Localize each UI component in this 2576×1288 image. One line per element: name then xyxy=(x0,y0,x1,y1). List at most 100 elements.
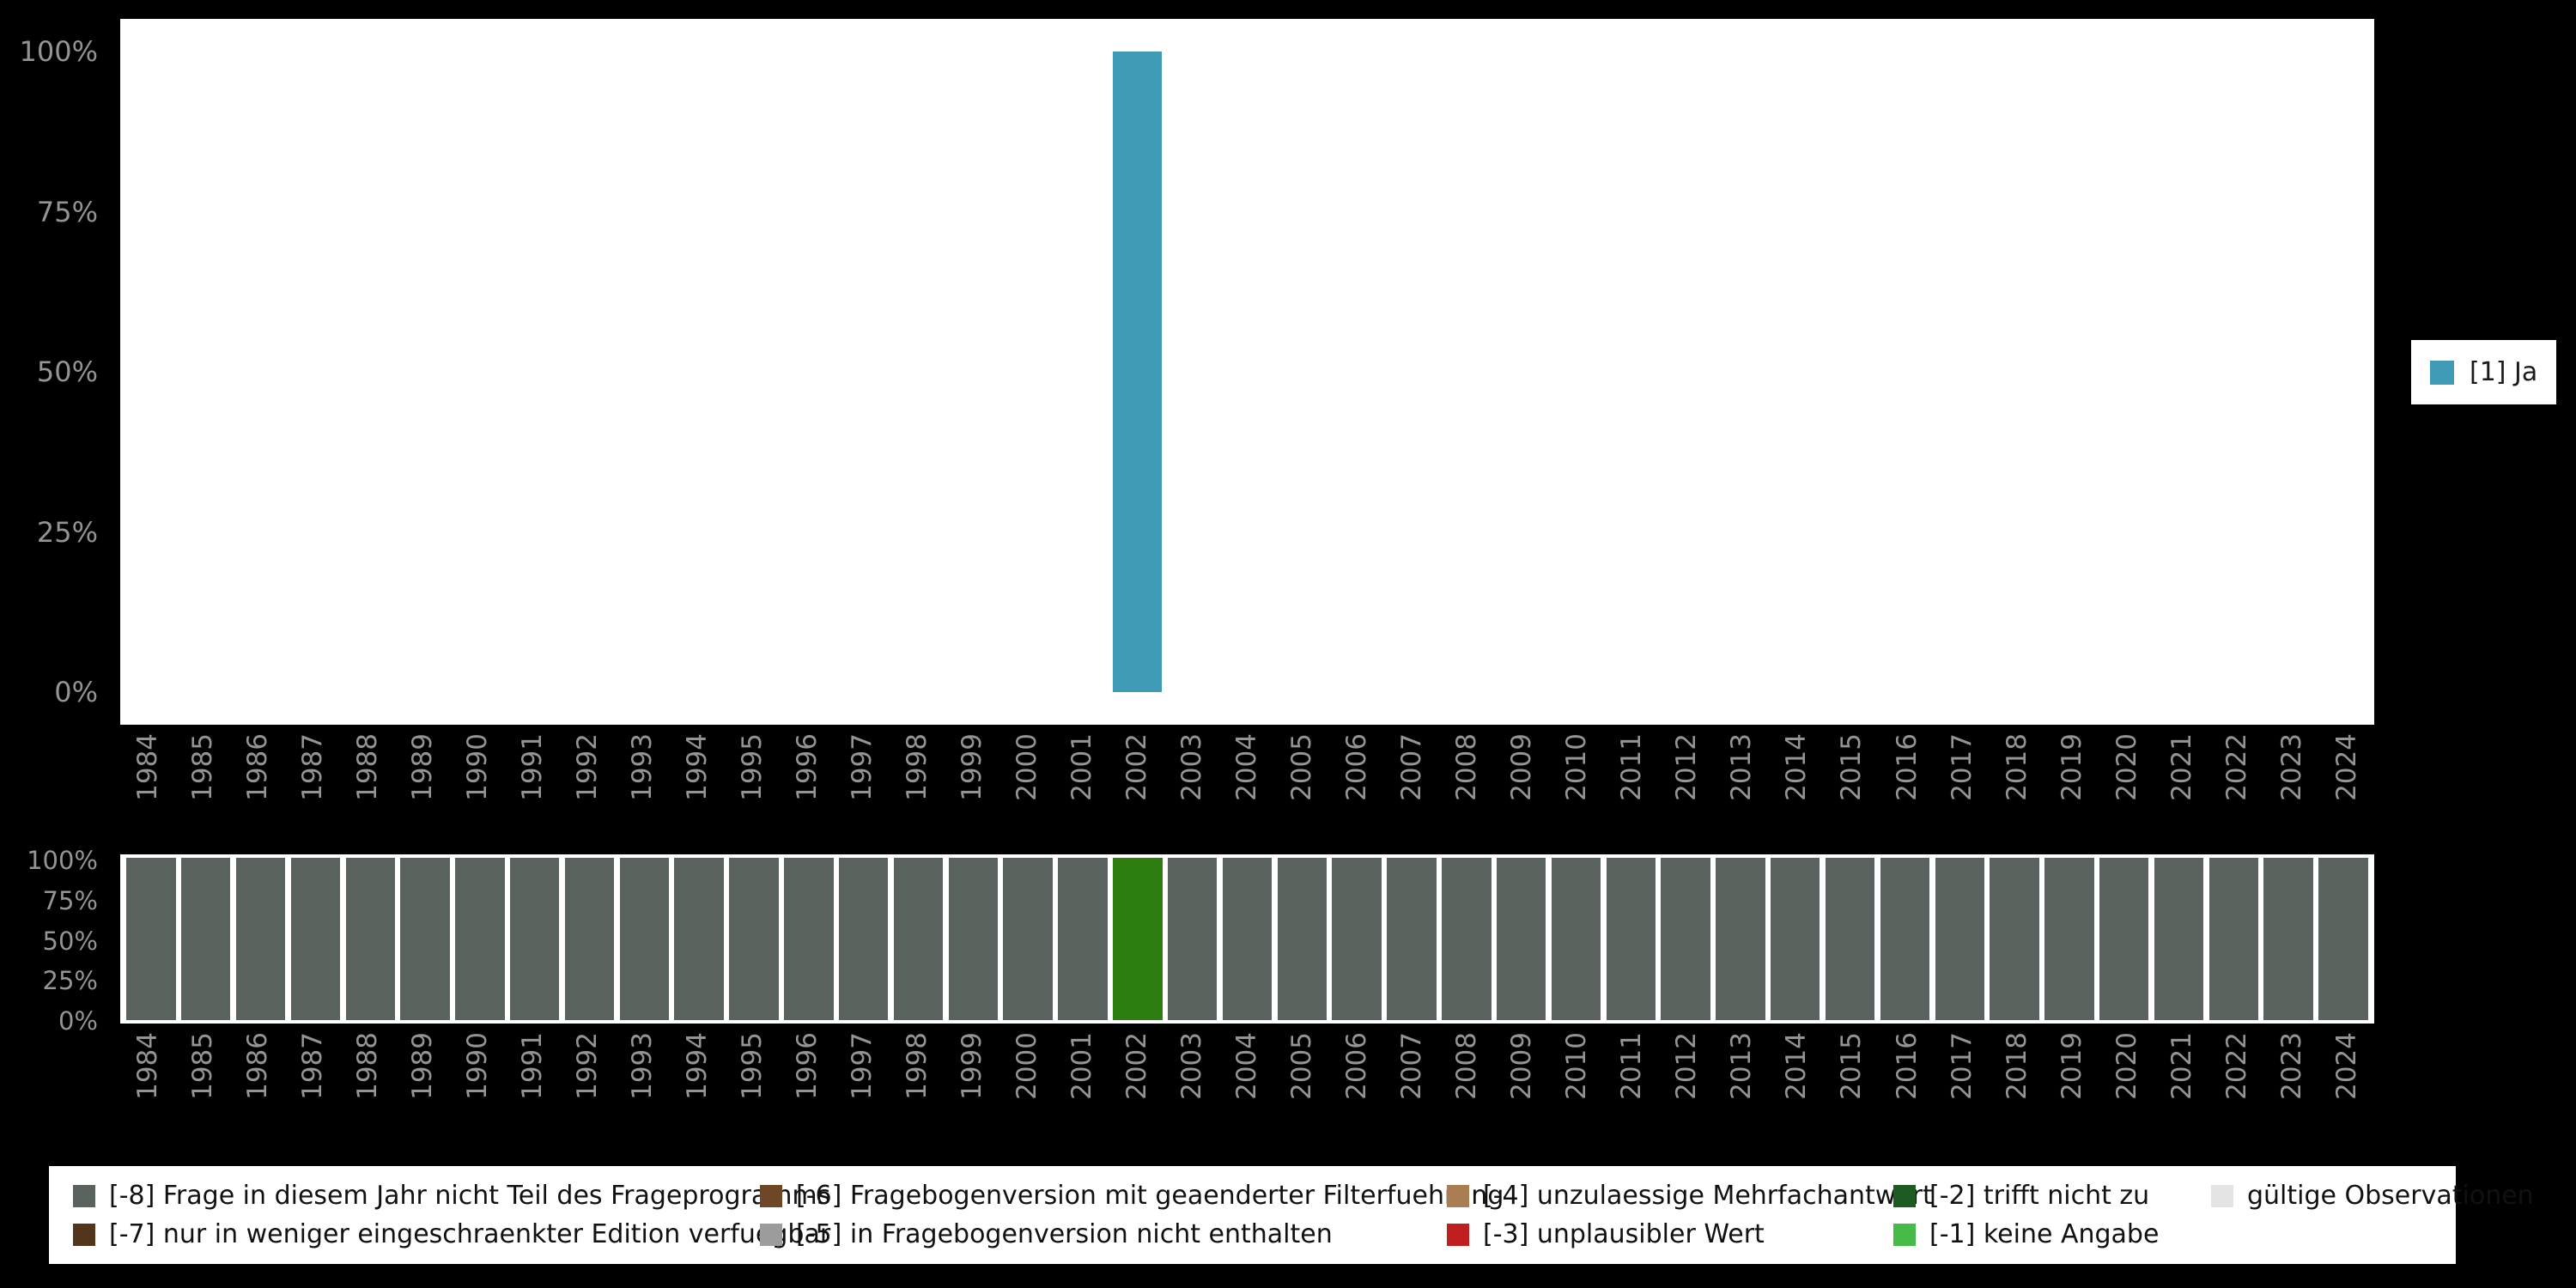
bar-slot-2007 xyxy=(1385,52,1440,692)
legend-label: [-1] keine Angabe xyxy=(1929,1219,2159,1249)
x-tick-slot: 1996 xyxy=(780,1032,835,1152)
missing-bar-slot-2007 xyxy=(1384,858,1439,1020)
x-tick-label-2015: 2015 xyxy=(1838,733,1865,801)
missing-bar-slot-1993 xyxy=(617,858,671,1020)
missing-bar-slot-2013 xyxy=(1713,858,1768,1020)
x-tick-slot: 1998 xyxy=(890,733,945,854)
top-chart-plot-area xyxy=(120,19,2374,725)
x-tick-slot: 2020 xyxy=(2099,733,2154,854)
missing-bar-slot-2008 xyxy=(1439,858,1494,1020)
x-tick-label-2018: 2018 xyxy=(2004,733,2031,801)
x-tick-slot: 1995 xyxy=(725,1032,780,1152)
x-tick-label-1993: 1993 xyxy=(629,733,656,801)
x-tick-label-1994: 1994 xyxy=(684,733,711,801)
bar-slot-2016 xyxy=(1880,52,1935,692)
x-tick-slot: 1988 xyxy=(340,733,395,854)
x-tick-slot: 2011 xyxy=(1605,1032,1660,1152)
x-tick-slot: 2015 xyxy=(1825,1032,1880,1152)
x-tick-slot: 1995 xyxy=(725,733,780,854)
x-tick-slot: 1997 xyxy=(835,733,890,854)
missing-bar-slot-2015 xyxy=(1823,858,1878,1020)
x-tick-label-2005: 2005 xyxy=(1289,733,1315,801)
bar-slot-2022 xyxy=(2209,52,2264,692)
x-tick-label-1992: 1992 xyxy=(574,733,601,801)
missing-bar-2011 xyxy=(1607,858,1656,1020)
x-tick-label-2022: 2022 xyxy=(2224,1032,2251,1100)
missing-bar-slot-2006 xyxy=(1329,858,1384,1020)
bar-slot-2000 xyxy=(1000,52,1055,692)
x-tick-slot: 1985 xyxy=(175,733,230,854)
bar-slot-1999 xyxy=(945,52,999,692)
x-tick-slot: 1989 xyxy=(395,1032,450,1152)
x-tick-slot: 1998 xyxy=(890,1032,945,1152)
x-tick-slot: 2009 xyxy=(1495,733,1550,854)
y-tick-label: 25% xyxy=(37,519,98,546)
missing-bar-slot-1987 xyxy=(288,858,343,1020)
x-tick-label-2008: 2008 xyxy=(1454,1032,1480,1100)
legend-label: [-6] Fragebogenversion mit geaenderter F… xyxy=(796,1181,1504,1211)
x-tick-label-2021: 2021 xyxy=(2169,733,2196,801)
missing-bar-slot-1997 xyxy=(836,858,891,1020)
bar-slot-2004 xyxy=(1220,52,1275,692)
missing-bar-2003 xyxy=(1168,858,1217,1020)
missing-bar-slot-2023 xyxy=(2261,858,2316,1020)
x-tick-slot: 2024 xyxy=(2319,733,2374,854)
x-tick-slot: 1993 xyxy=(615,1032,670,1152)
bar-slot-1985 xyxy=(175,52,230,692)
bar-slot-2024 xyxy=(2319,52,2374,692)
x-tick-slot: 1985 xyxy=(175,1032,230,1152)
x-tick-label-2022: 2022 xyxy=(2224,733,2251,801)
legend-swatch xyxy=(73,1185,95,1207)
legend-swatch xyxy=(1893,1185,1916,1207)
bar-slot-2009 xyxy=(1495,52,1550,692)
x-tick-label-2007: 2007 xyxy=(1399,1032,1425,1100)
x-tick-label-2018: 2018 xyxy=(2004,1032,2031,1100)
x-tick-slot: 1987 xyxy=(285,1032,340,1152)
missing-bar-2018 xyxy=(1990,858,2038,1020)
x-tick-slot: 1986 xyxy=(230,1032,285,1152)
bar-slot-2006 xyxy=(1330,52,1385,692)
x-tick-label-1999: 1999 xyxy=(959,733,986,801)
missing-bar-slot-1986 xyxy=(234,858,289,1020)
x-tick-slot: 2009 xyxy=(1495,1032,1550,1152)
missing-bar-slot-1994 xyxy=(671,858,726,1020)
x-tick-label-2000: 2000 xyxy=(1014,733,1041,801)
x-tick-label-1987: 1987 xyxy=(300,1032,326,1100)
legend-item: [-3] unplausibler Wert xyxy=(1447,1219,1893,1249)
x-tick-slot: 2002 xyxy=(1110,1032,1165,1152)
missing-bar-slot-1992 xyxy=(562,858,617,1020)
x-tick-slot: 2012 xyxy=(1660,1032,1715,1152)
x-tick-slot: 1994 xyxy=(670,733,725,854)
missing-bar-2005 xyxy=(1278,858,1327,1020)
missing-bar-slot-2003 xyxy=(1165,858,1220,1020)
series-legend: [1] Ja xyxy=(2411,340,2556,404)
x-tick-slot: 2001 xyxy=(1055,1032,1110,1152)
missing-bar-2016 xyxy=(1880,858,1929,1020)
x-tick-slot: 2002 xyxy=(1110,733,1165,854)
x-tick-label-1995: 1995 xyxy=(739,733,766,801)
bar-slot-1988 xyxy=(340,52,395,692)
missing-bar-slot-2019 xyxy=(2042,858,2097,1020)
legend-item: [-4] unzulaessige Mehrfachantwort xyxy=(1447,1181,1893,1211)
x-tick-slot: 2017 xyxy=(1935,733,1990,854)
x-tick-label-2001: 2001 xyxy=(1069,1032,1096,1100)
x-tick-slot: 1987 xyxy=(285,733,340,854)
bar-slot-1995 xyxy=(725,52,780,692)
x-tick-slot: 1999 xyxy=(945,1032,999,1152)
missing-bar-2009 xyxy=(1497,858,1546,1020)
missing-bar-1986 xyxy=(236,858,285,1020)
legend-swatch xyxy=(2211,1185,2233,1207)
legend-label: [-7] nur in weniger eingeschraenkter Edi… xyxy=(109,1219,830,1249)
x-tick-label-2001: 2001 xyxy=(1069,733,1096,801)
x-tick-slot: 2019 xyxy=(2044,1032,2099,1152)
missing-bar-2007 xyxy=(1387,858,1436,1020)
legend-item: gültige Observationen xyxy=(2211,1181,2432,1211)
missing-bar-1994 xyxy=(674,858,723,1020)
bar-slot-1993 xyxy=(615,52,670,692)
legend-label: [-8] Frage in diesem Jahr nicht Teil des… xyxy=(109,1181,830,1211)
x-tick-label-1988: 1988 xyxy=(355,733,381,801)
x-tick-label-1989: 1989 xyxy=(410,1032,436,1100)
missing-bar-slot-1985 xyxy=(179,858,234,1020)
x-tick-label-2017: 2017 xyxy=(1949,1032,1976,1100)
x-tick-slot: 2006 xyxy=(1330,733,1385,854)
